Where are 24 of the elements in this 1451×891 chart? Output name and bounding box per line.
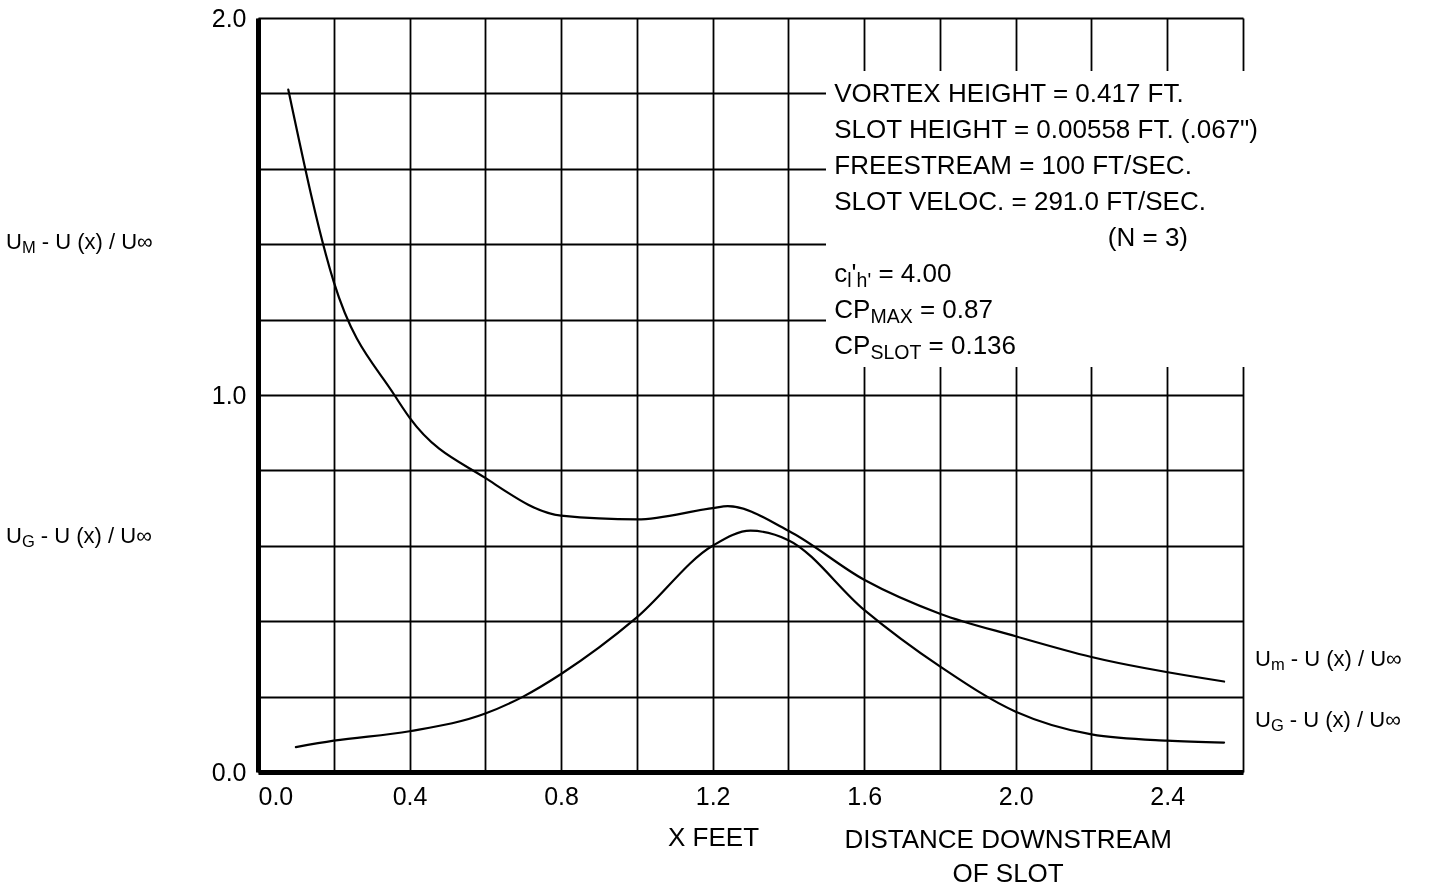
y-axis-title: U$_{M}$ - U (x) / U∞	[6, 228, 153, 256]
x-tick-label: 1.6	[847, 781, 883, 810]
x-tick-label: 0.4	[392, 781, 428, 810]
annotation: FREESTREAM = 100 FT/SEC.	[834, 148, 1193, 182]
x-tick-label: 0.8	[544, 781, 579, 810]
x-tick-label: 0.0	[258, 781, 294, 810]
annotation: c$_{l}$'$_{h'}$ = 4.00	[834, 256, 953, 291]
x-tick-label: 2.4	[1150, 781, 1186, 810]
annotation: VORTEX HEIGHT = 0.417 FT.	[834, 76, 1185, 110]
series-label: U$_{G}$ - U (x) / U∞	[1255, 707, 1401, 735]
annotation: SLOT VELOC. = 291.0 FT/SEC.	[834, 184, 1207, 218]
annotation: CP$_{MAX}$ = 0.87	[834, 292, 994, 327]
annotation: SLOT HEIGHT = 0.00558 FT. (.067")	[834, 112, 1258, 146]
y-tick-label: 0.0	[211, 757, 247, 786]
y-tick-label: 1.0	[211, 380, 247, 409]
series-label: U$_{m}$ - U (x) / U∞	[1255, 646, 1402, 674]
x-axis-title: X FEET	[667, 821, 760, 852]
text: DISTANCE DOWNSTREAM OF SLOT	[843, 823, 1173, 890]
x-tick-label: 1.2	[695, 781, 731, 810]
annotation: CP$_{SLOT}$ = 0.136	[834, 328, 1018, 363]
text: U$_{G}$ - U (x) / U∞	[6, 522, 152, 550]
x-tick-label: 2.0	[998, 781, 1034, 810]
annotation: (N = 3)	[1106, 220, 1189, 254]
y-tick-label: 2.0	[211, 3, 247, 32]
